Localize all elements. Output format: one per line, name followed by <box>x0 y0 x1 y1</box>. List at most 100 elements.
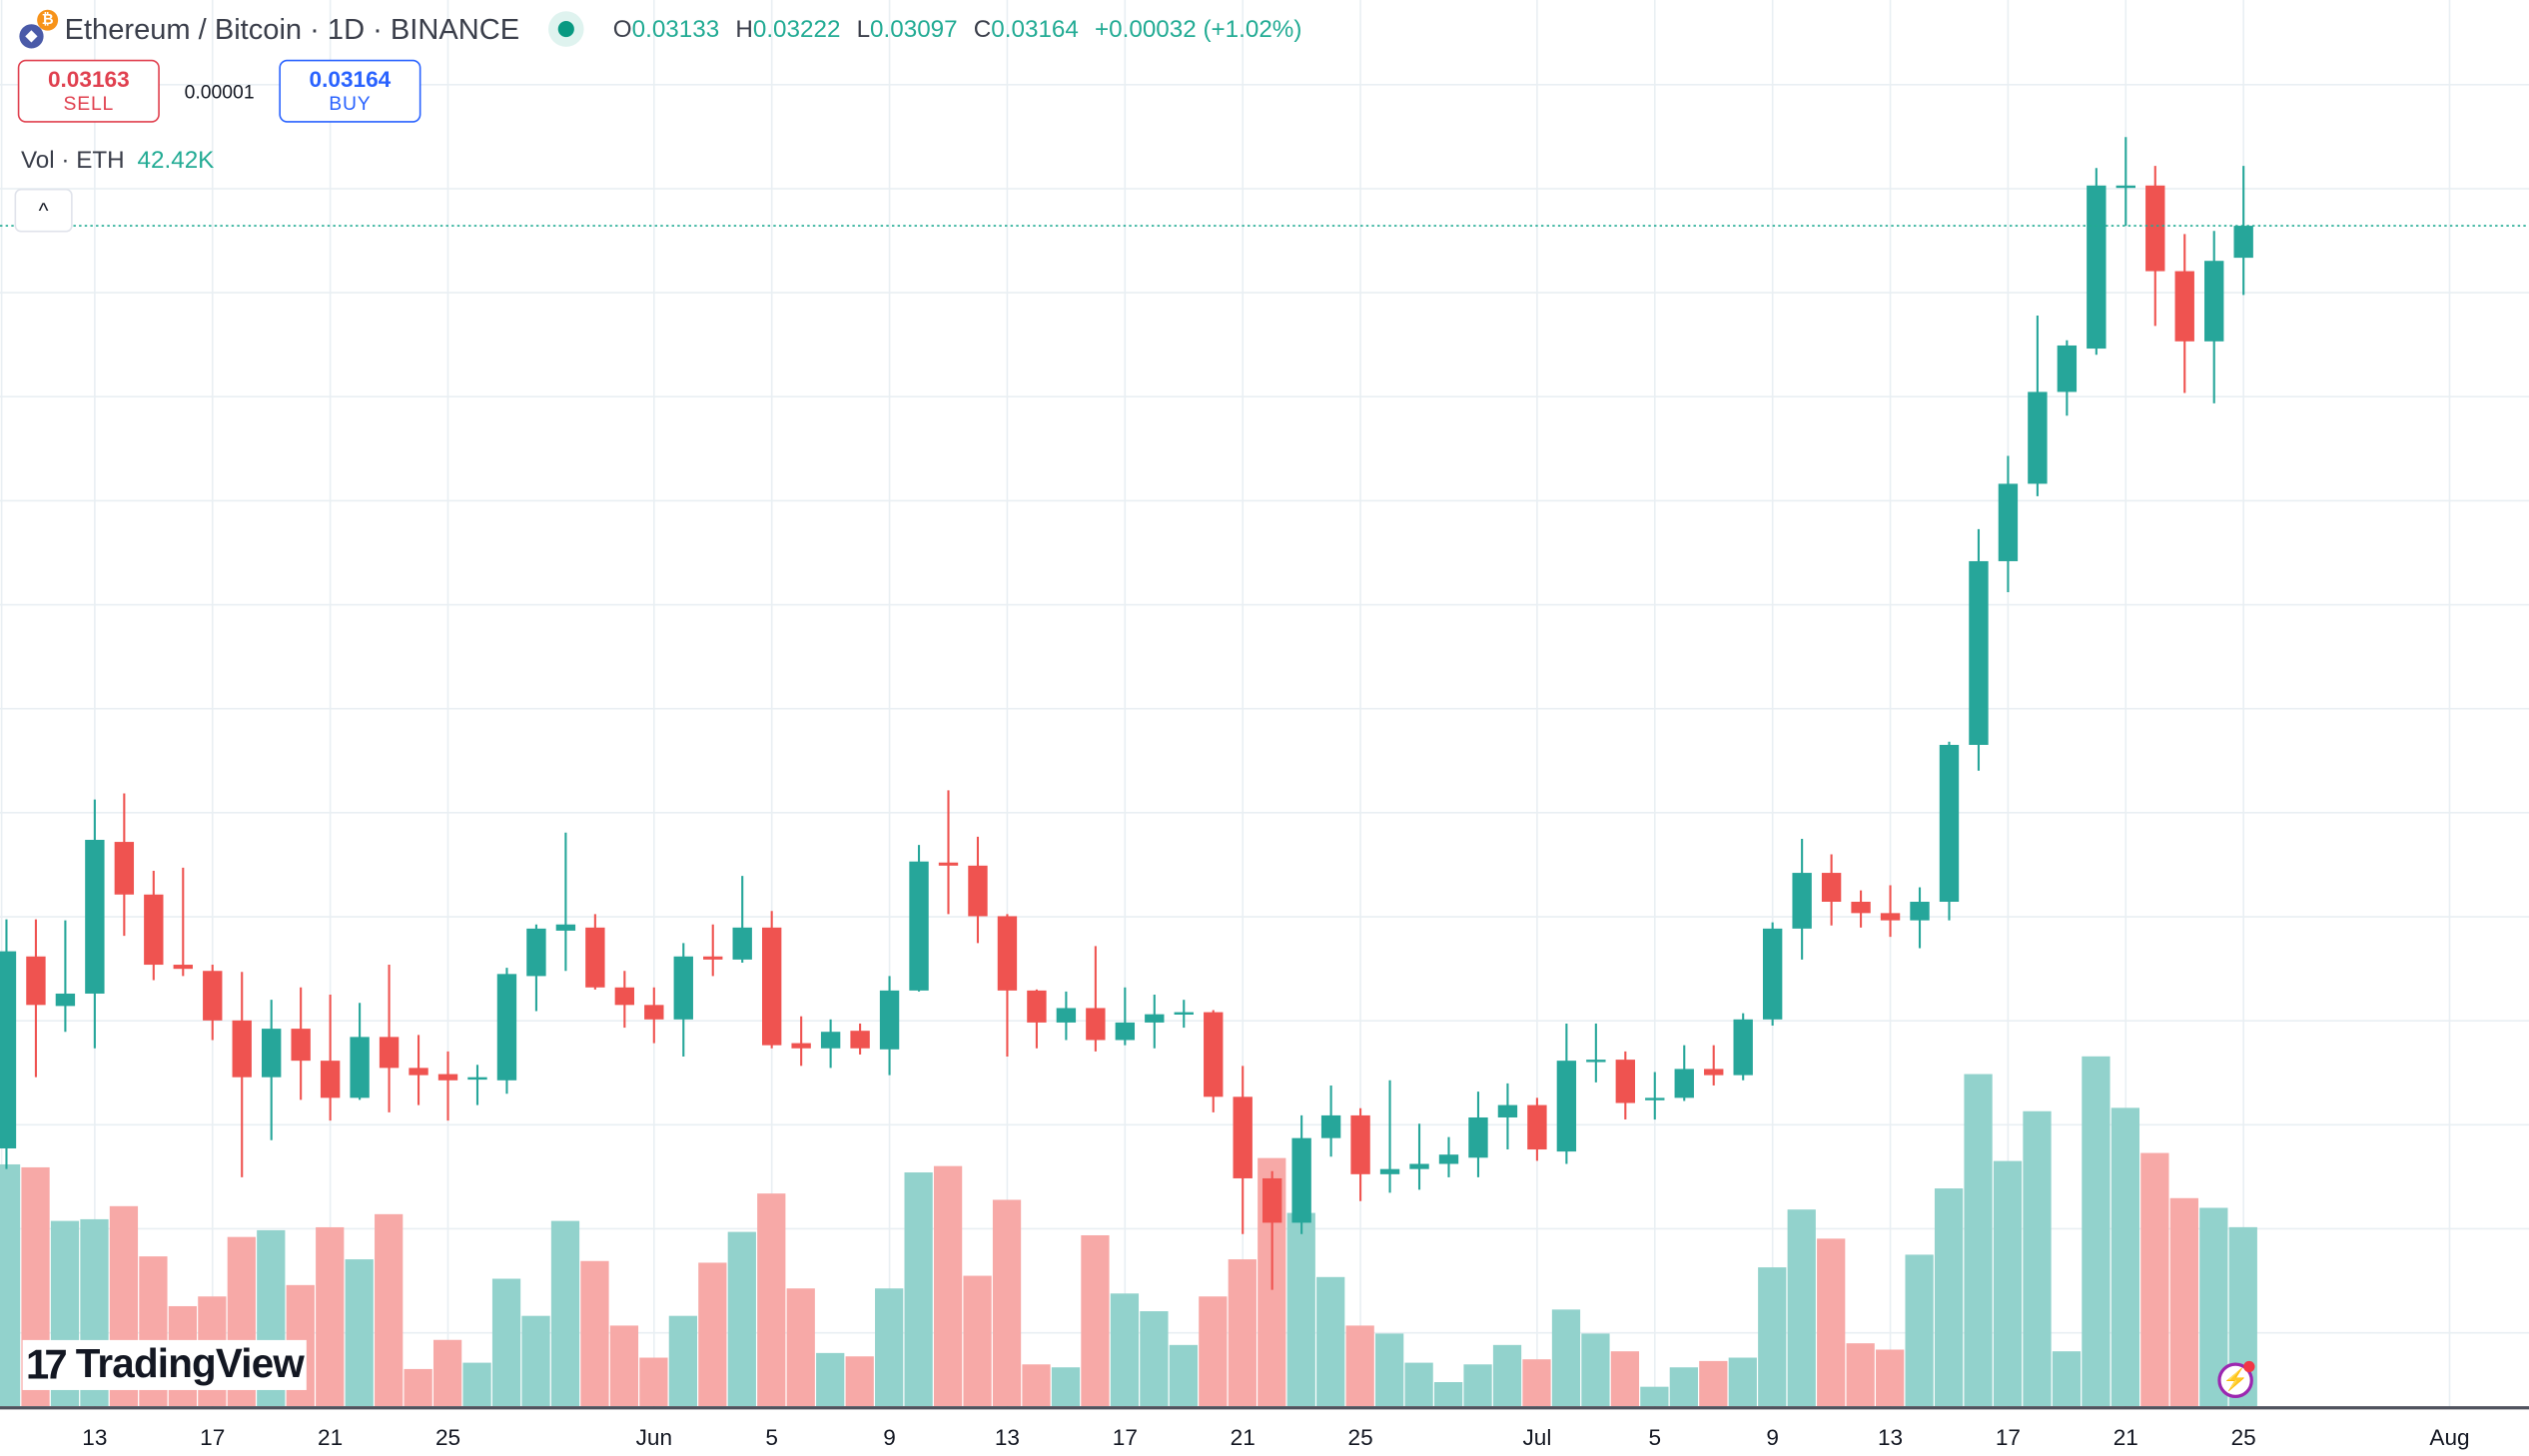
time-axis-label: 13 <box>995 1425 1020 1450</box>
candle-body <box>26 956 46 1006</box>
time-axis-label: 21 <box>2113 1425 2138 1450</box>
volume-bar <box>375 1213 404 1407</box>
tradingview-logo[interactable]: 17 TradingView <box>22 1339 308 1390</box>
volume-bar <box>727 1231 756 1407</box>
candle-body <box>1145 1014 1165 1023</box>
time-axis-label: Jun <box>636 1425 672 1450</box>
candle-body <box>879 990 900 1050</box>
candle-body <box>291 1029 311 1062</box>
candle-body <box>2087 185 2107 350</box>
time-axis[interactable]: 13 17 21 25 Jun 5 9 13 17 21 25 Jul 5 9 13 17 21 25 Aug <box>82 1425 2469 1450</box>
candle-body <box>0 951 17 1148</box>
candle-body <box>1645 1097 1665 1100</box>
volume-bar <box>1905 1254 1934 1407</box>
sell-label: SELL <box>63 92 115 115</box>
lightning-icon[interactable]: ⚡ <box>2217 1360 2255 1399</box>
volume-bar <box>1551 1309 1581 1407</box>
time-axis-label: 17 <box>1113 1425 1138 1450</box>
candle-body <box>1586 1060 1606 1063</box>
candle-body <box>379 1037 400 1069</box>
time-axis-label: Aug <box>2429 1425 2469 1450</box>
volume-bar <box>1669 1367 1698 1407</box>
volume-bar <box>462 1362 491 1407</box>
candle-body <box>85 839 105 994</box>
chevron-up-icon: ^ <box>38 198 49 223</box>
volume-value: 42.42K <box>137 146 215 175</box>
candle-body <box>1969 560 1989 745</box>
volume-bar <box>816 1352 845 1407</box>
candle-body <box>1115 1022 1136 1041</box>
candle-body <box>2028 391 2048 484</box>
volume-bar <box>698 1262 727 1407</box>
buy-label: BUY <box>329 92 372 115</box>
candle-body <box>409 1068 428 1076</box>
candle-body <box>555 924 576 931</box>
volume-bar <box>609 1325 639 1407</box>
time-axis-label: 25 <box>435 1425 460 1450</box>
collapse-legend-button[interactable]: ^ <box>14 188 73 233</box>
volume-bar <box>1964 1074 1993 1407</box>
candle-body <box>732 927 752 960</box>
candle-body <box>791 1043 811 1049</box>
symbol-legend: ₿ ◆ Ethereum / Bitcoin · 1D · BINANCE O0.… <box>19 9 1302 49</box>
buy-price: 0.03164 <box>309 66 392 93</box>
candle-body <box>2057 345 2078 392</box>
buy-button[interactable]: 0.03164 BUY <box>279 59 422 123</box>
candle-body <box>585 927 605 988</box>
candle-body <box>1792 873 1812 929</box>
symbol-title[interactable]: Ethereum / Bitcoin · 1D · BINANCE <box>64 12 520 45</box>
volume-bar <box>1640 1386 1669 1407</box>
candle-body <box>262 1029 282 1078</box>
time-axis-label: 21 <box>1231 1425 1256 1450</box>
time-axis-label: 25 <box>2231 1425 2256 1450</box>
time-axis-label: 13 <box>82 1425 107 1450</box>
candle-body <box>437 1074 458 1081</box>
volume-bar <box>1316 1276 1345 1407</box>
time-axis-label: 9 <box>1766 1425 1779 1450</box>
candle-body <box>1821 873 1842 902</box>
volume-bar <box>1758 1267 1787 1407</box>
market-status-icon[interactable] <box>548 11 584 47</box>
open-label: O <box>612 15 632 43</box>
volume-bar <box>875 1288 904 1407</box>
close-value: 0.03164 <box>991 15 1079 43</box>
candle-body <box>2145 185 2165 272</box>
candle-body <box>1851 901 1871 914</box>
volume-bar <box>1051 1367 1081 1407</box>
candle-body <box>2174 271 2194 342</box>
volume-bar <box>963 1275 992 1407</box>
volume-bar <box>580 1260 609 1407</box>
volume-legend[interactable]: Vol · ETH 42.42K <box>21 147 214 174</box>
volume-bar <box>1463 1364 1492 1407</box>
volume-bar <box>786 1288 815 1407</box>
candle-body <box>1233 1096 1253 1178</box>
candle-body <box>1174 1012 1194 1015</box>
candle-body <box>1527 1104 1547 1150</box>
volume-bar <box>2082 1056 2110 1407</box>
candle-body <box>55 993 76 1007</box>
volume-bar <box>639 1357 668 1407</box>
volume-bar <box>668 1315 697 1407</box>
volume-bar <box>404 1368 432 1407</box>
volume-bar <box>1846 1343 1875 1407</box>
candle-body <box>614 987 635 1006</box>
volume-bar <box>2169 1197 2198 1407</box>
candle-body <box>909 861 929 991</box>
sell-button[interactable]: 0.03163 SELL <box>17 59 160 123</box>
time-axis-label: 9 <box>883 1425 896 1450</box>
volume-bar <box>1110 1293 1140 1407</box>
candle-body <box>1556 1061 1577 1152</box>
volume-bar <box>1492 1344 1522 1407</box>
candle-body <box>2204 261 2224 342</box>
volume-bar <box>432 1339 462 1407</box>
volume-bar <box>1081 1234 1110 1407</box>
eth-btc-icon: ₿ ◆ <box>19 9 59 49</box>
candle-body <box>820 1032 841 1049</box>
ohlc-values: O0.03133 H0.03222 L0.03097 C0.03164 +0.0… <box>613 15 1302 42</box>
candle-body <box>1733 1019 1753 1076</box>
candle-body <box>320 1061 341 1098</box>
time-axis-label: 5 <box>1648 1425 1661 1450</box>
volume-bar <box>1728 1357 1757 1407</box>
candle-body <box>1998 483 2019 561</box>
